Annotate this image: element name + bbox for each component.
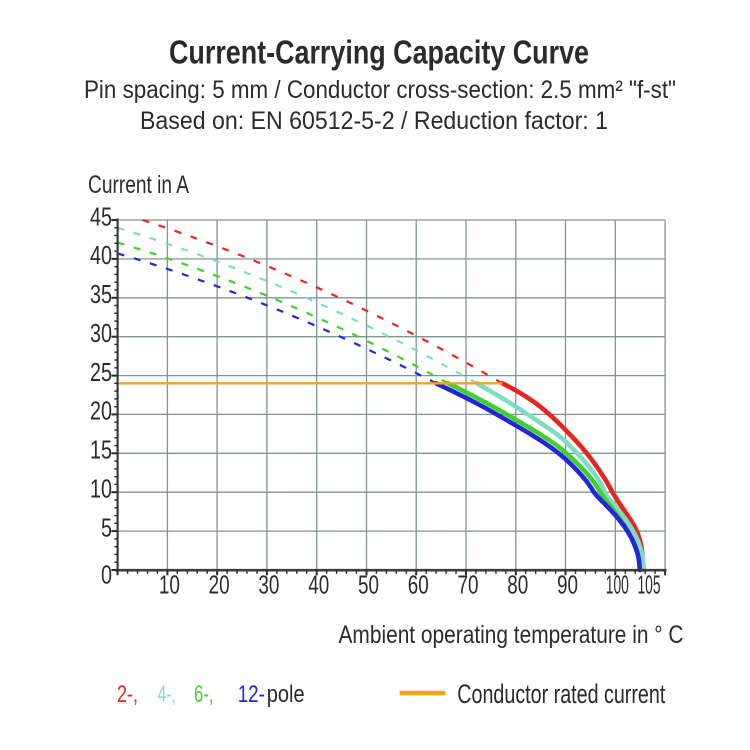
svg-text:2-,: 2-,: [117, 681, 138, 708]
svg-text:35: 35: [90, 279, 112, 309]
svg-text:pole: pole: [267, 681, 305, 708]
svg-text:30: 30: [258, 570, 279, 600]
svg-text:30: 30: [90, 318, 112, 348]
svg-text:10: 10: [90, 474, 112, 504]
svg-text:Current in A: Current in A: [88, 171, 189, 199]
svg-text:6-,: 6-,: [194, 681, 214, 708]
svg-text:10: 10: [159, 570, 180, 600]
svg-text:20: 20: [209, 570, 230, 600]
svg-text:45: 45: [90, 201, 112, 231]
svg-text:20: 20: [90, 396, 112, 426]
svg-text:80: 80: [507, 570, 528, 600]
svg-text:100: 100: [606, 570, 629, 600]
svg-text:4-,: 4-,: [158, 681, 176, 708]
svg-text:70: 70: [458, 570, 479, 600]
svg-text:0: 0: [101, 560, 112, 590]
svg-text:Conductor rated current: Conductor rated current: [457, 679, 665, 709]
svg-text:90: 90: [557, 570, 578, 600]
svg-text:50: 50: [358, 570, 379, 600]
svg-text:Current-Carrying Capacity Curv: Current-Carrying Capacity Curve: [169, 34, 589, 71]
svg-text:25: 25: [90, 357, 112, 387]
svg-text:40: 40: [308, 570, 329, 600]
svg-text:5: 5: [101, 512, 112, 542]
svg-text:Ambient operating temperature: Ambient operating temperature in ° C: [339, 621, 684, 649]
svg-text:40: 40: [90, 240, 112, 270]
svg-text:105: 105: [638, 570, 661, 600]
svg-text:15: 15: [90, 435, 112, 465]
svg-text:Based on: EN 60512-5-2 / Reduc: Based on: EN 60512-5-2 / Reduction facto…: [140, 107, 608, 135]
svg-text:12-: 12-: [238, 681, 265, 708]
svg-text:60: 60: [408, 570, 429, 600]
svg-text:Pin spacing: 5 mm / Conductor: Pin spacing: 5 mm / Conductor cross-sect…: [84, 76, 676, 104]
